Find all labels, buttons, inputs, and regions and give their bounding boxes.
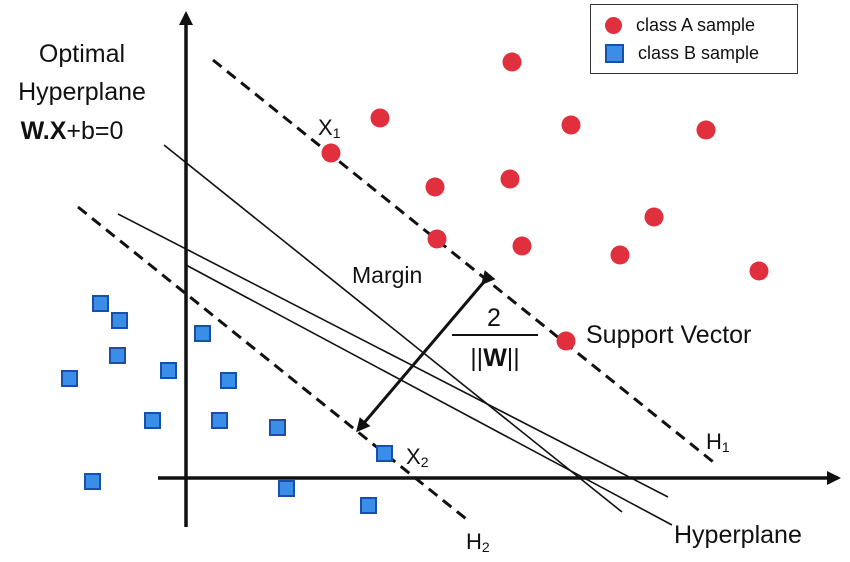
margin-line-h1 — [212, 58, 718, 467]
class-b-point — [220, 372, 237, 389]
h1-label: H1 — [706, 429, 730, 455]
x1-label: X1 — [318, 115, 341, 141]
class-a-point — [561, 115, 581, 135]
class-b-point — [61, 370, 78, 387]
class-b-point — [360, 497, 377, 514]
class-b-point — [109, 347, 126, 364]
class-b-points — [61, 295, 393, 514]
class-b-point — [111, 312, 128, 329]
class-a-point — [610, 245, 630, 265]
legend-item-class-b: class B sample — [605, 43, 759, 64]
class-b-point-x2 — [376, 445, 393, 462]
class-b-point — [194, 325, 211, 342]
class-b-point — [144, 412, 161, 429]
margin-arrow — [356, 270, 496, 433]
class-b-point — [211, 412, 228, 429]
formula-denominator: ||W|| — [470, 344, 520, 372]
x2-label: X2 — [406, 444, 429, 470]
legend-label-class-b: class B sample — [638, 43, 760, 63]
margin-line-h2 — [77, 205, 471, 524]
hyperplane-label: Hyperplane — [674, 521, 802, 549]
class-a-point — [425, 177, 445, 197]
class-b-point — [278, 480, 295, 497]
class-a-point — [696, 120, 716, 140]
class-b-point — [269, 419, 286, 436]
title-equation: W.X+b=0 — [21, 117, 124, 145]
class-a-points — [321, 52, 769, 351]
margin-label: Margin — [352, 262, 422, 288]
class-a-point — [427, 229, 447, 249]
class-b-point — [160, 362, 177, 379]
class-a-point — [502, 52, 522, 72]
title-line1: Optimal — [39, 40, 125, 68]
class-a-point-support-vector — [556, 331, 576, 351]
class-a-point-x1 — [321, 143, 341, 163]
class-a-point — [644, 207, 664, 227]
equation-bold: W.X — [21, 117, 67, 145]
legend-item-class-a: class A sample — [605, 15, 755, 36]
legend: class A sample class B sample — [590, 4, 798, 74]
class-a-point — [749, 261, 769, 281]
optimal-hyperplane-line — [185, 264, 673, 526]
class-a-point — [370, 108, 390, 128]
formula-numerator: 2 — [487, 304, 501, 332]
title-line2: Hyperplane — [18, 78, 146, 106]
class-b-point — [92, 295, 109, 312]
class-a-point — [512, 236, 532, 256]
class-a-marker-icon — [605, 17, 622, 34]
legend-label-class-a: class A sample — [636, 15, 756, 35]
equation-rest: +b=0 — [66, 117, 123, 145]
support-vector-label: Support Vector — [586, 321, 751, 349]
h2-label: H2 — [466, 529, 490, 555]
class-a-point — [500, 169, 520, 189]
class-b-marker-icon — [605, 44, 624, 63]
class-b-point — [84, 473, 101, 490]
